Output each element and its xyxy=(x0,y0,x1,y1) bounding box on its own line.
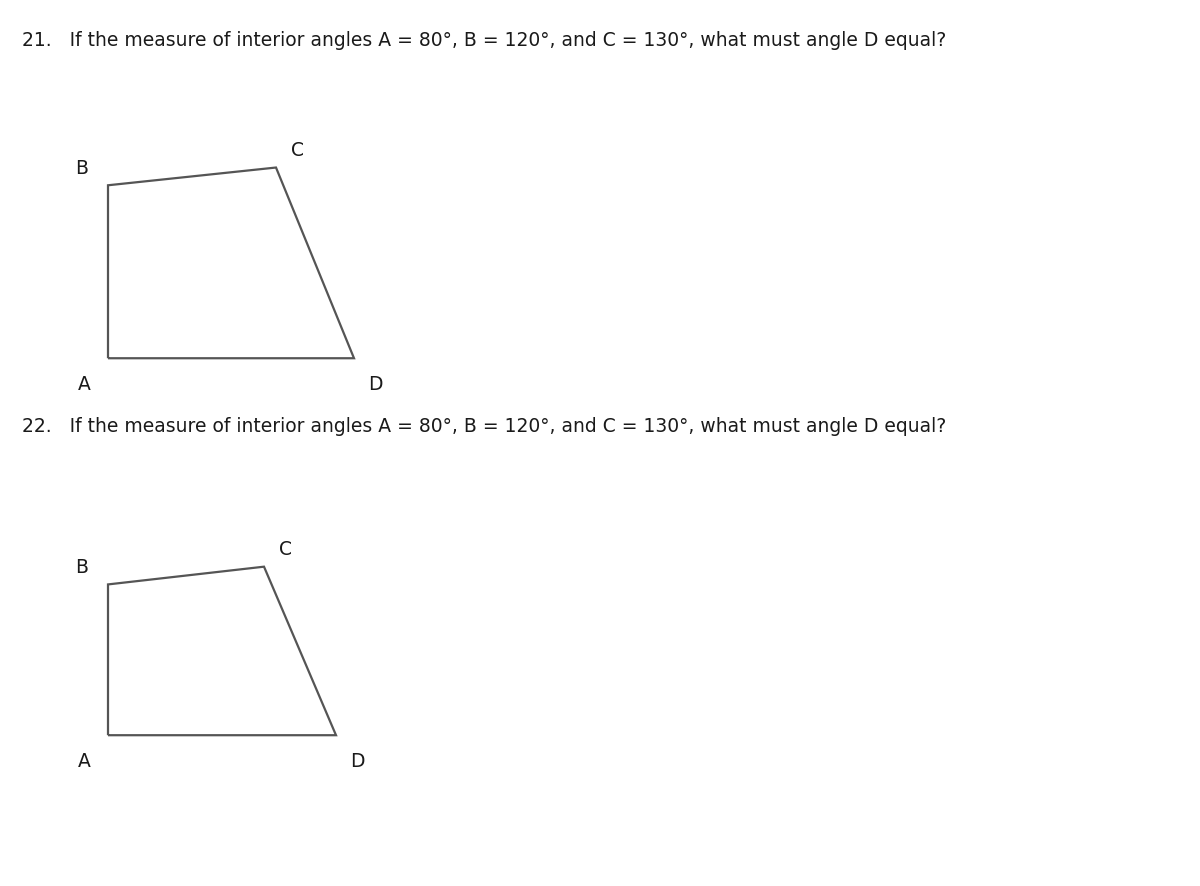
Text: D: D xyxy=(368,374,383,393)
Text: C: C xyxy=(292,141,304,160)
Text: B: B xyxy=(76,159,88,178)
Text: 22.   If the measure of interior angles A = 80°, B = 120°, and C = 130°, what mu: 22. If the measure of interior angles A … xyxy=(22,416,946,435)
Text: A: A xyxy=(78,750,90,770)
Text: A: A xyxy=(78,374,90,393)
Text: D: D xyxy=(350,750,365,770)
Text: B: B xyxy=(76,557,88,577)
Text: C: C xyxy=(280,540,292,559)
Text: 21.   If the measure of interior angles A = 80°, B = 120°, and C = 130°, what mu: 21. If the measure of interior angles A … xyxy=(22,31,946,50)
